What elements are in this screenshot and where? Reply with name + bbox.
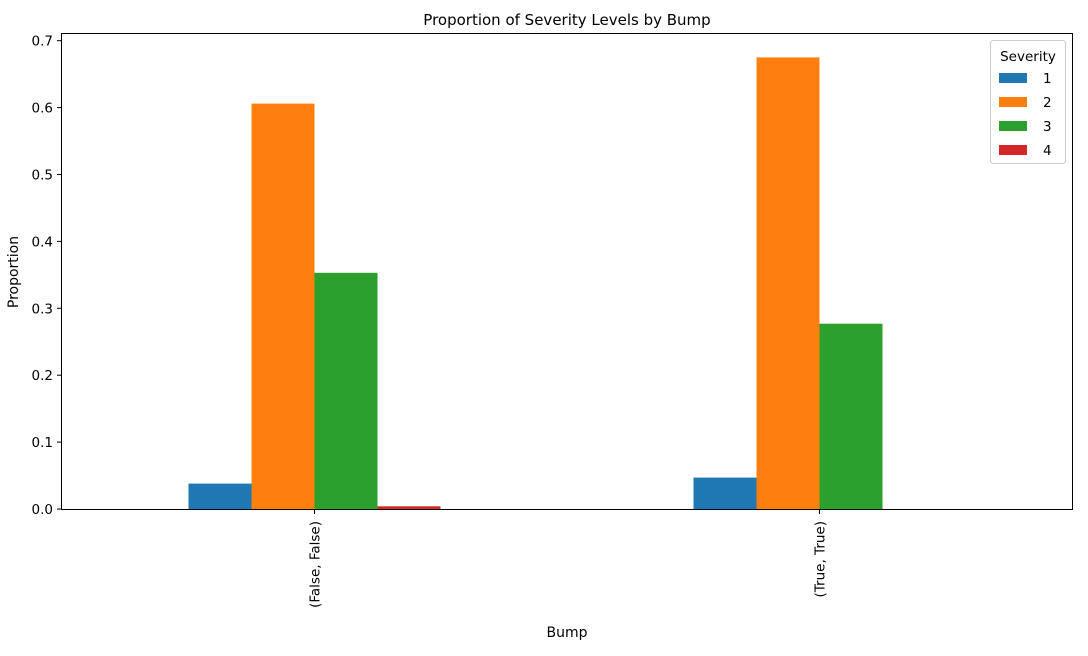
y-tick-label: 0.4 (32, 234, 53, 250)
bar-severity-3-1 (314, 272, 378, 509)
legend-label-4: 4 (1043, 143, 1052, 159)
y-axis: 0.0 0.1 0.2 0.3 0.4 0.5 0.6 0.7 (32, 34, 62, 518)
legend-swatch-3 (999, 121, 1027, 131)
bar-severity-2-1 (251, 103, 315, 509)
x-axis: (False, False) (True, True) (308, 509, 829, 608)
y-tick-label: 0.6 (32, 101, 53, 117)
legend-swatch-1 (999, 73, 1027, 83)
y-tick-label: 0.1 (32, 435, 53, 451)
bar-severity-2-2 (756, 57, 820, 510)
legend-label-3: 3 (1043, 119, 1052, 135)
legend-swatch-2 (999, 97, 1027, 107)
x-tick-label: (False, False) (308, 521, 324, 608)
legend-label-1: 1 (1043, 71, 1052, 87)
y-axis-label: Proportion (6, 236, 22, 308)
legend-label-2: 2 (1043, 95, 1052, 111)
bars-group (188, 57, 883, 510)
legend-swatch-4 (999, 145, 1027, 155)
x-tick-label: (True, True) (813, 521, 829, 597)
plot-frame (61, 33, 1073, 510)
y-tick-label: 0.0 (32, 502, 53, 518)
y-tick-label: 0.3 (32, 301, 53, 317)
y-tick-label: 0.7 (32, 34, 53, 50)
x-axis-label: Bump (546, 625, 587, 641)
bar-severity-1-1 (188, 483, 252, 509)
bar-severity-3-2 (819, 323, 883, 509)
y-tick-label: 0.2 (32, 368, 53, 384)
legend-title: Severity (1000, 49, 1056, 65)
bar-severity-4-1 (377, 506, 441, 509)
y-tick-label: 0.5 (32, 167, 53, 183)
chart-title: Proportion of Severity Levels by Bump (423, 11, 710, 29)
legend-box (990, 40, 1066, 164)
legend: Severity 1 2 3 4 (990, 40, 1066, 164)
bar-severity-1-2 (693, 477, 757, 509)
